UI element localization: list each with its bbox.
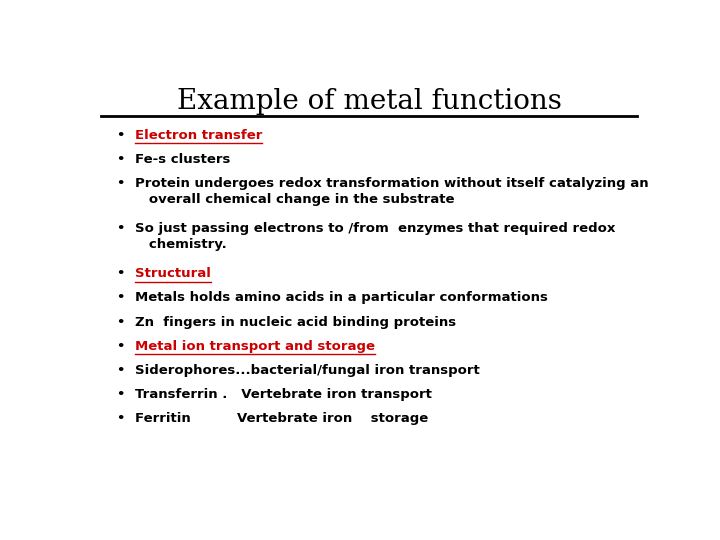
Text: •: •	[117, 340, 125, 353]
Text: Ferritin          Vertebrate iron    storage: Ferritin Vertebrate iron storage	[135, 412, 428, 425]
Text: •: •	[117, 153, 125, 166]
Text: •: •	[117, 222, 125, 235]
Text: •: •	[117, 412, 125, 425]
Text: •: •	[117, 315, 125, 328]
Text: So just passing electrons to /from  enzymes that required redox
   chemistry.: So just passing electrons to /from enzym…	[135, 222, 615, 252]
Text: Transferrin .   Vertebrate iron transport: Transferrin . Vertebrate iron transport	[135, 388, 431, 401]
Text: Example of metal functions: Example of metal functions	[176, 87, 562, 114]
Text: Siderophores...bacterial/fungal iron transport: Siderophores...bacterial/fungal iron tra…	[135, 364, 480, 377]
Text: Metals holds amino acids in a particular conformations: Metals holds amino acids in a particular…	[135, 292, 547, 305]
Text: •: •	[117, 388, 125, 401]
Text: •: •	[117, 292, 125, 305]
Text: Fe-s clusters: Fe-s clusters	[135, 153, 230, 166]
Text: Structural: Structural	[135, 267, 210, 280]
Text: Protein undergoes redox transformation without itself catalyzing an
   overall c: Protein undergoes redox transformation w…	[135, 178, 648, 206]
Text: •: •	[117, 267, 125, 280]
Text: Metal ion transport and storage: Metal ion transport and storage	[135, 340, 374, 353]
Text: Zn  fingers in nucleic acid binding proteins: Zn fingers in nucleic acid binding prote…	[135, 315, 456, 328]
Text: Electron transfer: Electron transfer	[135, 129, 262, 142]
Text: •: •	[117, 364, 125, 377]
Text: •: •	[117, 129, 125, 142]
Text: •: •	[117, 178, 125, 191]
